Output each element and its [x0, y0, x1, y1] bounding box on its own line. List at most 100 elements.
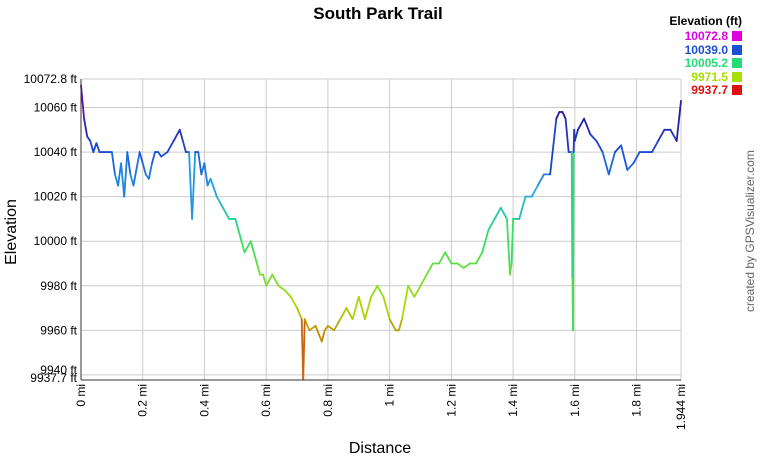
profile-segment [203, 162, 209, 187]
profile-segment [126, 151, 132, 176]
profile-segment [83, 117, 89, 138]
legend-label: 10072.8 [684, 29, 728, 43]
profile-segment [518, 195, 527, 220]
profile-segment [283, 289, 292, 298]
profile-segment [669, 128, 678, 142]
x-tick-label: 0.6 mi [259, 384, 273, 417]
profile-segment [80, 84, 85, 120]
legend-label: 9971.5 [691, 69, 728, 84]
x-tick-label: 0 mi [74, 384, 88, 407]
profile-segment [209, 177, 218, 198]
profile-segment [237, 229, 243, 243]
profile-segment [589, 133, 598, 142]
profile-segment [506, 218, 511, 276]
profile-segment [376, 284, 385, 298]
profile-segment [601, 151, 610, 176]
y-tick-label: 9960 ft [40, 323, 77, 337]
credit-text: created by GPSVisualizer.com [743, 150, 757, 312]
profile-segment [620, 144, 629, 171]
profile-segment [583, 117, 592, 136]
plot-area [81, 79, 681, 380]
legend-swatch [732, 31, 742, 41]
legend-swatch [732, 71, 742, 82]
x-tick-label: 1.6 mi [568, 384, 582, 417]
chart-title: South Park Trail [313, 4, 443, 23]
profile-segment [151, 151, 156, 165]
x-tick-label: 0.8 mi [321, 384, 335, 417]
profile-segment [456, 262, 465, 269]
profile-segment [323, 324, 329, 332]
legend-swatch [732, 85, 742, 95]
profile-segment [234, 218, 240, 231]
x-axis-label: Distance [349, 440, 411, 457]
profile-segment [95, 142, 101, 153]
x-tick-label: 1.2 mi [444, 384, 458, 417]
profile-segment [249, 240, 258, 265]
profile-segment [564, 117, 570, 153]
profile-segment [92, 142, 98, 153]
legend: Elevation (ft) 10072.8 10039.0 10005.2 9971… [669, 14, 742, 98]
profile-segment [382, 295, 391, 321]
profile-segment [675, 99, 682, 142]
y-tick-label: 10040 ft [34, 145, 78, 159]
profile-segment [86, 135, 92, 142]
y-tick-label: 10020 ft [34, 190, 78, 204]
legend-label: 9937.7 [691, 83, 728, 97]
profile-segment [357, 295, 366, 321]
x-tick-label: 1.944 mi [674, 384, 688, 430]
profile-segment [651, 140, 660, 153]
profile-segment [222, 206, 231, 220]
profile-segment [271, 273, 280, 287]
profile-segment [178, 128, 184, 142]
profile-segment [425, 262, 434, 276]
profile-segment [577, 117, 585, 131]
profile-segment [595, 140, 604, 153]
profile-segment [530, 184, 539, 198]
profile-segment [327, 324, 335, 332]
profile-segment [147, 162, 153, 180]
legend-label: 10039.0 [684, 42, 728, 57]
profile-segment [481, 229, 490, 254]
profile-segment [296, 307, 303, 321]
x-tick-label: 1.4 mi [506, 384, 520, 417]
legend-item: 10039.0 [669, 42, 742, 58]
profile-segment [475, 251, 484, 265]
x-tick-label: 1.8 mi [630, 384, 644, 417]
profile-segment [407, 284, 416, 298]
profile-segment [132, 151, 141, 187]
legend-label: 10005.2 [684, 56, 728, 70]
profile-segment [166, 140, 175, 153]
profile-segment [487, 218, 496, 231]
profile-segment [364, 295, 373, 321]
legend-items: 10072.8 10039.0 10005.2 9971.5 9937.7 [669, 29, 742, 98]
profile-segment [138, 151, 144, 165]
profile-segment [265, 273, 274, 287]
profile-segment [314, 324, 323, 343]
profile-segment [256, 262, 261, 276]
profile-segment [302, 318, 306, 381]
profile-segment [215, 195, 224, 209]
profile-segment [632, 151, 641, 165]
profile-segment [413, 284, 422, 298]
profile-segment [626, 162, 635, 171]
x-tick-label: 1 mi [383, 384, 397, 407]
y-tick-label: 10072.8 ft [24, 72, 78, 86]
profile-segment [89, 140, 95, 153]
profile-segment [370, 284, 379, 298]
legend-item: 9937.7 [669, 83, 742, 98]
profile-segment [573, 128, 579, 142]
profile-segment [333, 318, 342, 332]
axes [80, 79, 681, 381]
profile-segment [397, 318, 403, 332]
profile-segment [262, 273, 268, 287]
elevation-profile [80, 84, 682, 381]
y-tick-label: 10060 ft [34, 101, 78, 115]
profile-segment [160, 151, 169, 158]
y-tick-label: 9980 ft [40, 279, 77, 293]
profile-segment [157, 151, 163, 158]
profile-segment [572, 151, 575, 332]
profile-segment [243, 240, 252, 254]
x-tick-labels: 0 mi 0.2 mi 0.4 mi 0.6 mi 0.8 mi 1 mi 1.2 mi 1.… [74, 384, 688, 430]
